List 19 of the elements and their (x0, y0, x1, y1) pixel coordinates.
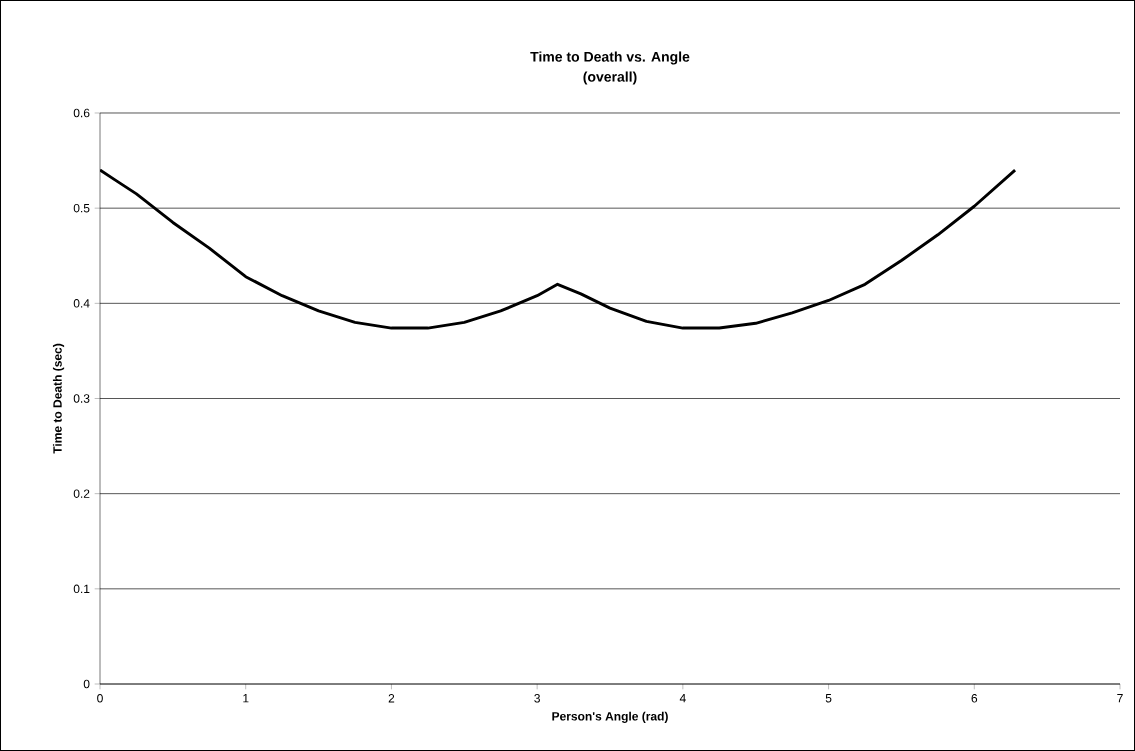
chart-title: Time to Death vs. Angle (530, 51, 690, 65)
y-tick-label: 0.5 (73, 203, 90, 213)
x-tick-label: 0 (97, 694, 103, 703)
y-tick-label: 0.1 (73, 584, 90, 594)
x-tick-label: 7 (1117, 694, 1123, 703)
x-tick-label: 5 (825, 694, 832, 703)
x-tick-label: 3 (534, 694, 540, 703)
y-tick-label: 0 (83, 679, 90, 689)
y-axis-title: Time to Death (sec) (52, 343, 65, 454)
x-tick-label: 4 (679, 694, 686, 703)
x-tick-label: 6 (971, 694, 978, 703)
x-tick-label: 2 (388, 694, 395, 703)
chart-subtitle: (overall) (583, 71, 637, 85)
y-tick-label: 0.2 (73, 489, 90, 498)
y-tick-label: 0.4 (73, 299, 90, 308)
x-axis-title: Person's Angle (rad) (552, 711, 668, 723)
y-tick-label: 0.3 (73, 394, 90, 403)
x-tick-label: 1 (243, 694, 249, 703)
y-tick-label: 0.6 (73, 108, 90, 118)
